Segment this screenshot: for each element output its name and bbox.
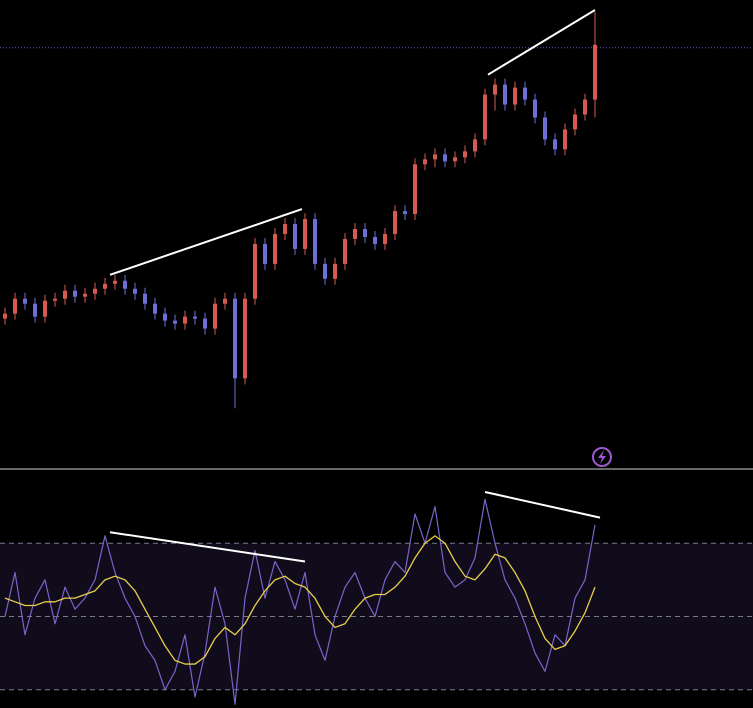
candle-body: [413, 164, 417, 215]
candle-body: [243, 298, 247, 379]
candle-body: [483, 94, 487, 140]
candle-body: [223, 298, 227, 304]
candle-body: [593, 44, 597, 100]
candle-body: [283, 224, 287, 234]
rsi-line: [4, 498, 596, 705]
candle-body: [153, 303, 157, 314]
candle-body: [23, 298, 27, 304]
candle-body: [563, 129, 567, 150]
candle-body: [43, 300, 47, 317]
candle-body: [453, 157, 457, 162]
candle-body: [583, 99, 587, 115]
candle-body: [133, 288, 137, 294]
candle-body: [423, 159, 427, 165]
candle-body: [353, 229, 357, 239]
candle-body: [3, 313, 7, 319]
candle-body: [463, 151, 467, 158]
candle-body: [103, 283, 107, 289]
candle-body: [253, 243, 257, 299]
candle-body: [83, 293, 87, 297]
candle-body: [213, 303, 217, 329]
candle-body: [13, 298, 17, 314]
candle-body: [443, 154, 447, 162]
candle-body: [323, 263, 327, 279]
candle-body: [313, 219, 317, 264]
candle-body: [473, 139, 477, 152]
candle-body: [433, 154, 437, 160]
candle-body: [273, 234, 277, 264]
candle-body: [383, 234, 387, 244]
candle-body: [513, 87, 517, 105]
candle-body: [233, 298, 237, 379]
candle-body: [303, 219, 307, 249]
trendline: [487, 9, 596, 76]
candle-body: [193, 316, 197, 319]
candle-body: [163, 313, 167, 321]
candle-body: [173, 320, 177, 324]
candle-body: [203, 318, 207, 329]
candle-body: [543, 117, 547, 140]
icon-bolt: [598, 450, 606, 464]
candle-body: [403, 211, 407, 215]
trendline: [109, 531, 306, 563]
candle-body: [373, 236, 377, 244]
candle-body: [493, 84, 497, 95]
candle-body: [523, 87, 527, 100]
trendline: [109, 208, 303, 276]
candle-body: [553, 139, 557, 150]
candle-body: [533, 99, 537, 118]
candle-body: [53, 298, 57, 301]
candle-body: [293, 224, 297, 249]
candle-body: [33, 303, 37, 317]
candle-body: [183, 316, 187, 324]
candle-body: [93, 288, 97, 294]
candle-body: [363, 229, 367, 237]
candle-body: [573, 114, 577, 130]
rsi-ma-line: [4, 535, 596, 665]
candle-body: [143, 293, 147, 304]
alert-icon[interactable]: [592, 447, 612, 467]
candle-body: [333, 263, 337, 279]
candle-body: [113, 280, 117, 284]
candle-body: [73, 290, 77, 297]
candle-body: [343, 238, 347, 264]
candle-body: [263, 243, 267, 264]
candle-body: [63, 290, 67, 299]
candle-body: [123, 280, 127, 289]
candle-body: [393, 211, 397, 234]
candle-body: [503, 84, 507, 105]
icon-ring: [592, 447, 612, 467]
trendline: [484, 490, 601, 519]
rsi-band: [0, 543, 753, 690]
